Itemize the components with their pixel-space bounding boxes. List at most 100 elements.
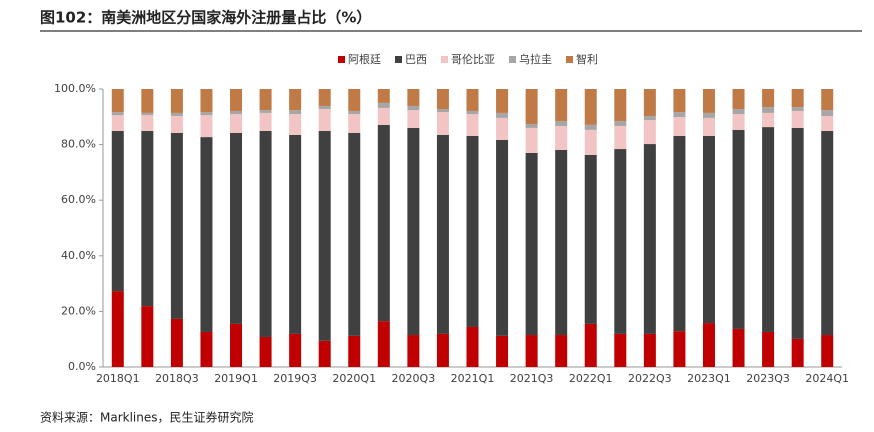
bar-segment: [791, 107, 804, 111]
bar-segment: [821, 335, 834, 367]
bar-segment: [436, 134, 449, 334]
bar-segment: [141, 89, 154, 113]
bar-segment: [555, 89, 568, 121]
bar-segment: [170, 115, 183, 133]
bar-segment: [673, 117, 686, 136]
x-tick-label: 2023Q1: [687, 372, 731, 385]
bar-segment: [200, 89, 213, 113]
legend-swatch: [509, 56, 516, 63]
bar-segment: [436, 89, 449, 110]
bar-segment: [643, 144, 656, 334]
legend-label: 巴西: [405, 53, 427, 66]
bar-segment: [466, 114, 479, 136]
y-tick-label: 40.0%: [61, 249, 96, 262]
bar-segment: [525, 335, 538, 367]
bar-segment: [496, 89, 509, 113]
x-tick-label: 2021Q3: [510, 372, 554, 385]
bar-segment: [732, 328, 745, 367]
bar-segment: [318, 89, 331, 106]
legend-label: 智利: [576, 52, 598, 66]
bar-segment: [732, 129, 745, 329]
bar-segment: [821, 110, 834, 116]
bar-segment: [673, 112, 686, 118]
bar-segment: [584, 129, 597, 155]
bar-segment: [791, 127, 804, 339]
y-tick-label: 80.0%: [61, 138, 96, 151]
bar-segment: [348, 89, 361, 111]
legend-label: 阿根廷: [348, 52, 381, 66]
bar-segment: [200, 112, 213, 116]
legend-swatch: [566, 56, 573, 63]
bar-segment: [584, 154, 597, 324]
x-tick-label: 2022Q1: [569, 372, 613, 385]
bar-segment: [584, 124, 597, 130]
bar-segment: [791, 338, 804, 367]
bar-segment: [555, 125, 568, 150]
bar-segment: [348, 132, 361, 336]
bar-segment: [673, 135, 686, 332]
bar-segment: [702, 112, 715, 118]
bar-segment: [377, 102, 390, 108]
bar-segment: [762, 127, 775, 332]
bar-segment: [289, 333, 302, 367]
bar-segment: [289, 110, 302, 115]
bar-segment: [821, 130, 834, 336]
bar-segment: [762, 107, 775, 113]
bar-segment: [673, 331, 686, 367]
bar-segment: [702, 117, 715, 136]
bar-segment: [466, 89, 479, 111]
bar-segment: [496, 335, 509, 367]
bar-segment: [141, 112, 154, 116]
bar-segment: [377, 321, 390, 367]
bar-segment: [318, 340, 331, 367]
bar-segment: [141, 306, 154, 367]
bar-segment: [170, 89, 183, 113]
bar-segment: [821, 115, 834, 131]
bar-segment: [407, 127, 420, 336]
bar-segment: [111, 291, 124, 367]
bar-segment: [348, 110, 361, 115]
y-tick-label: 60.0%: [61, 193, 96, 206]
bar-segment: [643, 89, 656, 116]
bar-segment: [466, 135, 479, 327]
bar-segment: [643, 120, 656, 145]
bar-segment: [170, 132, 183, 319]
legend-swatch: [441, 56, 448, 63]
bar-segment: [584, 89, 597, 125]
bar-segment: [702, 135, 715, 324]
bar-segment: [525, 89, 538, 125]
bar-segment: [407, 335, 420, 367]
legend-label: 哥伦比亚: [451, 52, 495, 66]
bar-segment: [496, 139, 509, 336]
bar-segment: [200, 331, 213, 367]
bar-segment: [230, 132, 243, 324]
bar-segment: [111, 115, 124, 131]
bar-segment: [289, 89, 302, 111]
bar-segment: [141, 130, 154, 307]
legend-label: 乌拉圭: [519, 52, 552, 66]
bar-segment: [348, 114, 361, 133]
x-tick-label: 2021Q1: [451, 372, 495, 385]
bar-segment: [466, 326, 479, 367]
bar-segment: [377, 107, 390, 125]
bar-segment: [496, 117, 509, 140]
legend-swatch: [395, 56, 402, 63]
bar-segment: [436, 109, 449, 113]
bar-segment: [466, 110, 479, 115]
bar-segment: [230, 323, 243, 367]
bar-segment: [643, 333, 656, 367]
bar-segment: [791, 110, 804, 128]
bar-segment: [259, 112, 272, 131]
bar-segment: [348, 335, 361, 367]
bar-segment: [141, 115, 154, 131]
bar-segment: [200, 115, 213, 138]
x-tick-label: 2020Q1: [332, 372, 376, 385]
bar-segment: [762, 89, 775, 108]
bar-segment: [555, 335, 568, 367]
x-tick-label: 2019Q1: [214, 372, 258, 385]
bar-segment: [762, 331, 775, 367]
bar-segment: [496, 112, 509, 118]
bar-segment: [407, 89, 420, 106]
bar-segment: [643, 115, 656, 121]
x-tick-label: 2018Q1: [96, 372, 140, 385]
